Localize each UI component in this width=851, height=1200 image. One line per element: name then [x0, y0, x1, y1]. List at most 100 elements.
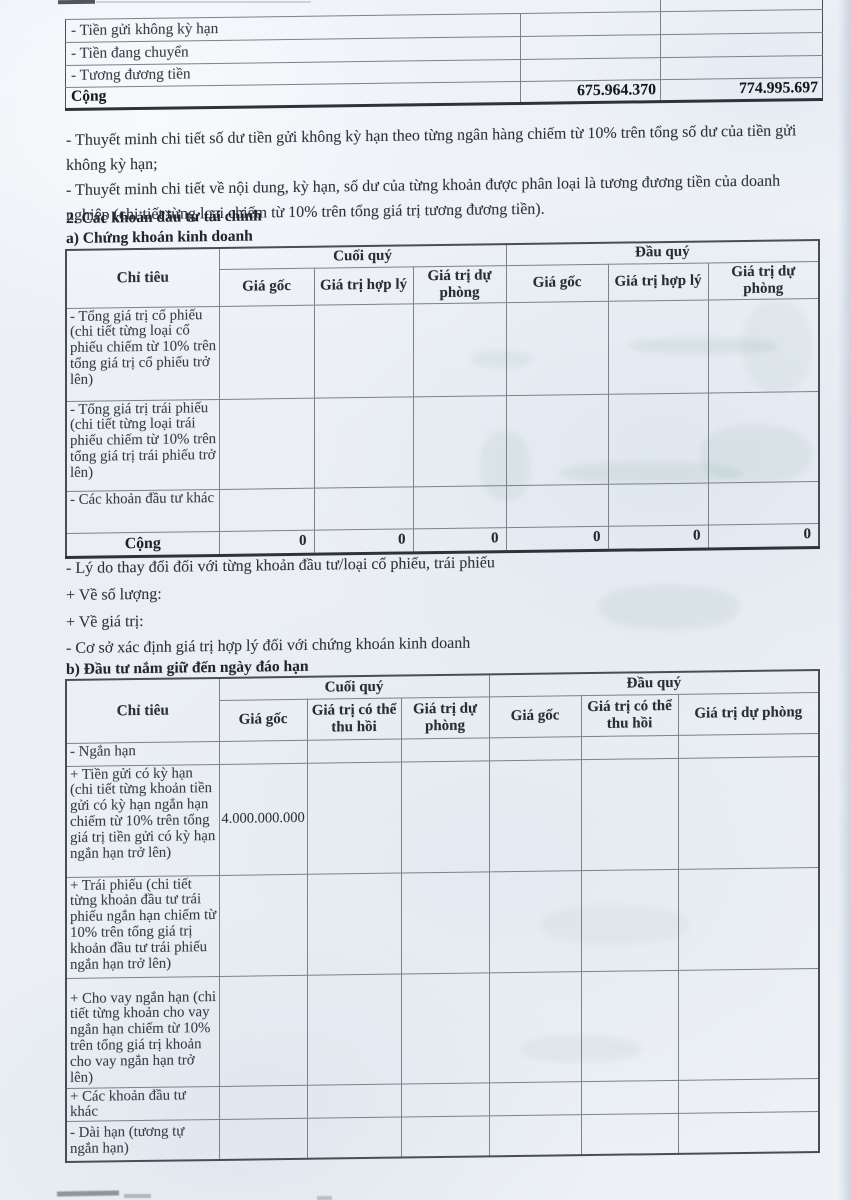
- col-header: Giá trị hợp lý: [608, 262, 709, 301]
- cell-total-value: 0: [506, 525, 609, 552]
- cell-value: [489, 1114, 582, 1157]
- cell-total-value: 0: [219, 529, 314, 555]
- cell-value: [678, 866, 820, 970]
- note-line: + Về số lượng:: [66, 585, 162, 604]
- cell-value: [219, 974, 307, 1086]
- cell-value: [489, 1081, 582, 1117]
- cell-value: [413, 395, 507, 487]
- cell-total-value: 774.995.697: [660, 76, 823, 102]
- cell-label: - Tổng giá trị cổ phiếu (chi tiết từng l…: [66, 305, 219, 401]
- cell-value: [708, 297, 820, 393]
- ink-bleed-mark: [742, 300, 812, 392]
- cell-value: [660, 31, 823, 58]
- cell-label: - Ngắn hạn: [66, 740, 219, 766]
- cell-value: [581, 1079, 679, 1115]
- cell-value: [219, 487, 314, 531]
- col-header: Giá gốc: [489, 695, 582, 738]
- cell-value: 4.000.000.000: [219, 762, 307, 875]
- cell-label: + Cho vay ngắn hạn (chi tiết từng khoản …: [66, 975, 219, 1088]
- cell-value: [307, 761, 401, 874]
- cell-value: [401, 972, 490, 1084]
- cell-value: [520, 11, 661, 36]
- cell-label: + Các khoản đầu tư khác: [66, 1085, 219, 1122]
- cell-value: [660, 54, 823, 80]
- ink-bleed-mark: [540, 905, 690, 945]
- cell-value: [314, 486, 413, 530]
- cell-value: [581, 757, 679, 871]
- cell-value: [219, 304, 314, 399]
- cell-value: [506, 393, 609, 486]
- cell-value: [307, 872, 401, 975]
- table-row: + Trái phiếu (chi tiết từng khoản đầu tư…: [66, 866, 820, 978]
- col-header: Giá trị có thể thu hồi: [581, 693, 679, 737]
- trading-securities-table: Chỉ tiêu Cuối quý Đầu quý Giá gốc Giá tr…: [65, 238, 821, 559]
- col-header-criteria: Chỉ tiêu: [66, 677, 219, 743]
- col-header: Giá trị có thể thu hồi: [307, 697, 401, 740]
- cell-value: [413, 302, 507, 397]
- cell-value: [219, 1118, 307, 1160]
- cell-value: [401, 1082, 490, 1118]
- cell-total-value: 675.964.370: [520, 79, 661, 103]
- cell-value: [307, 1083, 401, 1119]
- col-header: Giá trị dự phòng: [708, 260, 820, 300]
- cell-total-label: Cộng: [66, 530, 219, 557]
- cell-value: [506, 300, 609, 396]
- col-header: Giá gốc: [219, 267, 314, 306]
- cell-label: - Tổng giá trị trái phiếu (chi tiết từng…: [66, 398, 219, 491]
- ink-bleed-mark: [628, 338, 778, 354]
- ink-smudge: [317, 1196, 332, 1200]
- cell-value: [708, 390, 820, 483]
- cell-value: [307, 738, 401, 763]
- subsection-heading-a: a) Chứng khoán kinh doanh: [66, 227, 253, 247]
- cell-value: [678, 967, 820, 1080]
- cell-value: [678, 1111, 820, 1154]
- cell-value: [506, 483, 609, 528]
- ink-bleed-mark: [520, 1035, 642, 1063]
- cell-value: [314, 396, 413, 488]
- cell-value: [401, 737, 490, 762]
- cell-value: [401, 1116, 490, 1158]
- section-heading: 2. Các khoản đầu tư tài chính: [66, 207, 262, 227]
- cell-value: [708, 480, 820, 525]
- table-row: - Tổng giá trị cổ phiếu (chi tiết từng l…: [66, 297, 820, 401]
- cell-label: - Dài hạn (tương tự ngắn hạn): [66, 1119, 219, 1162]
- col-header: Giá trị dự phòng: [678, 691, 820, 735]
- cell-value: [581, 734, 679, 760]
- table-row: - Dài hạn (tương tự ngắn hạn): [66, 1111, 820, 1162]
- cell-value: [489, 870, 582, 973]
- cell-value: [489, 736, 582, 761]
- cell-label: + Tiền gửi có kỳ hạn (chi tiết từng khoả…: [66, 763, 219, 877]
- cell-value: [219, 1084, 307, 1120]
- note-line: + Về giá trị:: [66, 612, 144, 631]
- col-header-criteria: Chỉ tiêu: [66, 247, 219, 308]
- cell-value: [489, 759, 582, 872]
- ink-bleed-mark: [560, 462, 742, 484]
- col-header: Giá trị dự phòng: [413, 265, 507, 304]
- ink-smudge: [124, 1194, 151, 1198]
- cell-label: - Các khoản đầu tư khác: [66, 488, 219, 533]
- cell-value: [307, 973, 401, 1085]
- cell-value: [219, 739, 307, 764]
- cell-value: [608, 392, 709, 484]
- cell-total-value: 0: [314, 528, 413, 554]
- cell-value: [608, 482, 709, 526]
- cell-value: [520, 34, 661, 59]
- cell-value: [581, 969, 679, 1082]
- col-header: Giá gốc: [506, 263, 609, 303]
- table-row: + Cho vay ngắn hạn (chi tiết từng khoản …: [66, 967, 820, 1088]
- table-row: + Tiền gửi có kỳ hạn (chi tiết từng khoả…: [66, 755, 820, 877]
- cell-value: [219, 397, 314, 489]
- held-to-maturity-table: Chỉ tiêu Cuối quý Đầu quý Giá gốc Giá tr…: [65, 668, 821, 1163]
- cell-value: [401, 760, 490, 873]
- table-row: - Tổng giá trị trái phiếu (chi tiết từng…: [66, 390, 820, 491]
- cell-value: [314, 303, 413, 398]
- scan-edge-shadow: [838, 0, 851, 1200]
- cell-label: + Trái phiếu (chi tiết từng khoản đầu tư…: [66, 874, 219, 978]
- cell-total-value: 0: [413, 527, 507, 553]
- cell-value: [401, 871, 490, 974]
- ink-bleed-mark: [700, 425, 812, 483]
- cell-value: [678, 732, 820, 758]
